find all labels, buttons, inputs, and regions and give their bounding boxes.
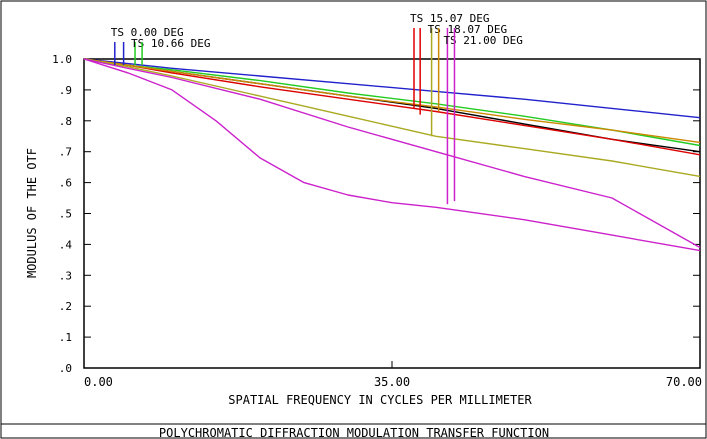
x-tick-label: 0.00 xyxy=(84,375,113,389)
field-marker-label: TS 10.66 DEG xyxy=(131,37,210,50)
mtf-series-line-5 xyxy=(83,58,701,144)
field-marker-label: TS 21.00 DEG xyxy=(443,34,522,47)
y-axis-label: MODULUS OF THE OTF xyxy=(25,148,39,278)
y-tick-label: .1 xyxy=(59,331,72,344)
y-tick-label: .3 xyxy=(59,269,72,282)
field-marker-label: TS 0.00 DEG xyxy=(111,26,184,39)
chart-title: POLYCHROMATIC DIFFRACTION MODULATION TRA… xyxy=(159,426,549,439)
y-tick-label: .8 xyxy=(59,115,72,128)
y-tick-label: .4 xyxy=(59,238,73,251)
mtf-series-line-2 xyxy=(83,58,701,119)
y-tick-label: .7 xyxy=(59,146,72,159)
series-layer xyxy=(83,58,701,252)
y-tick-label: 1.0 xyxy=(52,53,72,66)
x-tick-label: 35.00 xyxy=(374,375,410,389)
mtf-series-line-7 xyxy=(83,58,701,249)
x-axis-label: SPATIAL FREQUENCY IN CYCLES PER MILLIMET… xyxy=(228,393,532,407)
field-marker-label: TS 15.07 DEG xyxy=(410,12,489,25)
y-tick-label: .5 xyxy=(59,208,72,221)
y-axis-ticks: .0 .1 .2 .3 .4 .5 .6 .7 .8 .9 1.0 xyxy=(52,53,700,375)
y-tick-label: .6 xyxy=(59,177,72,190)
y-tick-label: .2 xyxy=(59,300,72,313)
x-axis-ticks: 0.00 35.00 70.00 xyxy=(83,361,702,389)
mtf-series-line-8 xyxy=(83,58,701,252)
mtf-series-line-6 xyxy=(83,58,701,178)
y-tick-label: .0 xyxy=(59,362,72,375)
x-tick-label: 70.00 xyxy=(666,375,702,389)
y-tick-label: .9 xyxy=(59,84,72,97)
